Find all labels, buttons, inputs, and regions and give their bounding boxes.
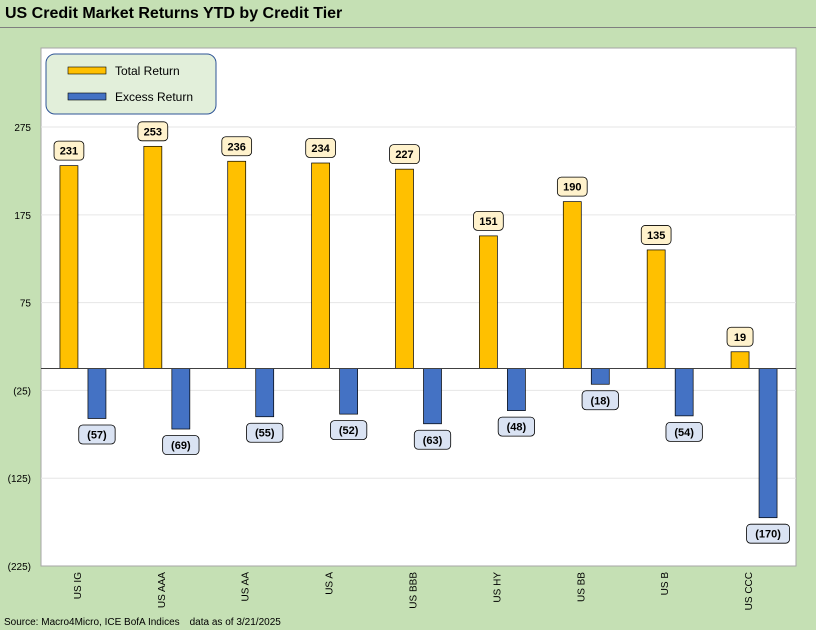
data-label-total-return-box bbox=[389, 144, 420, 165]
data-label-total-return-box bbox=[305, 138, 336, 158]
x-axis-ticks: US IG US AAA US AA US A US BBB US HY US BB US B… bbox=[73, 572, 755, 611]
x-tick-label: US HY bbox=[492, 572, 503, 603]
source-text: Source: Macro4Micro, ICE BofA Indices bbox=[4, 617, 180, 628]
bar-total-return bbox=[143, 145, 163, 369]
data-label-excess-return: (63) bbox=[423, 435, 443, 447]
x-tick-label: US IG bbox=[73, 572, 84, 599]
bar-excess-return bbox=[674, 368, 694, 417]
data-label-total-return: 253 bbox=[144, 126, 162, 138]
y-tick-label: 175 bbox=[14, 211, 31, 222]
x-tick-label: US CCC bbox=[744, 572, 755, 610]
data-label-excess-return-box bbox=[246, 422, 284, 443]
bar-excess-return bbox=[758, 368, 778, 519]
data-label-excess-return-box bbox=[497, 416, 535, 437]
bar-excess-return bbox=[507, 368, 526, 411]
bar-total-return bbox=[479, 235, 498, 369]
chart-title: US Credit Market Returns YTD by Credit T… bbox=[5, 5, 343, 22]
data-label-excess-return-box bbox=[330, 420, 368, 441]
data-label-total-return: 227 bbox=[395, 149, 413, 161]
source-note: Source: Macro4Micro, ICE BofA Indices dat… bbox=[4, 617, 281, 628]
data-label-excess-return: (18) bbox=[590, 395, 610, 407]
data-label-total-return-box bbox=[640, 225, 672, 245]
data-label-excess-return: (52) bbox=[339, 425, 359, 437]
x-tick-label: US AA bbox=[241, 572, 252, 602]
x-tick-label: US BB bbox=[576, 572, 587, 602]
data-label-excess-return: (55) bbox=[255, 428, 275, 440]
data-label-total-return: 19 bbox=[734, 332, 746, 344]
bar-excess-return bbox=[255, 368, 275, 418]
bar-total-return bbox=[227, 160, 247, 369]
bar-total-return bbox=[730, 351, 750, 369]
x-tick-label: US B bbox=[660, 572, 671, 596]
data-label-excess-return: (170) bbox=[755, 529, 781, 541]
title-bar: US Credit Market Returns YTD by Credit T… bbox=[0, 0, 816, 28]
x-tick-label: US BBB bbox=[409, 572, 420, 609]
data-label-total-return-box bbox=[53, 140, 85, 161]
y-tick-label: (225) bbox=[8, 562, 31, 573]
data-labels: 231 (57) 253 (69) 236 (55) 234 (52) 227 (63) 151 (4… bbox=[53, 121, 790, 544]
x-tick-label: US AAA bbox=[157, 572, 168, 608]
legend: Total Return Excess Return bbox=[45, 53, 217, 115]
data-label-total-return-box bbox=[473, 210, 504, 231]
data-label-excess-return: (57) bbox=[87, 430, 107, 442]
data-label-excess-return: (54) bbox=[674, 427, 694, 439]
bar-total-return bbox=[646, 249, 666, 369]
legend-label-total-return: Total Return bbox=[115, 64, 180, 78]
data-label-excess-return-box bbox=[413, 429, 452, 450]
y-tick-label: (125) bbox=[8, 474, 31, 485]
y-tick-label: 75 bbox=[20, 299, 32, 310]
data-label-excess-return-box bbox=[746, 523, 790, 544]
bar-excess-return bbox=[87, 368, 107, 419]
data-label-excess-return-box bbox=[665, 421, 703, 442]
data-label-excess-return-box bbox=[78, 424, 116, 445]
data-label-total-return: 231 bbox=[60, 146, 78, 158]
data-label-total-return: 190 bbox=[563, 182, 581, 194]
gridlines bbox=[41, 126, 796, 479]
bar-total-return bbox=[395, 168, 414, 369]
data-label-total-return: 135 bbox=[647, 230, 665, 242]
data-label-excess-return: (48) bbox=[507, 422, 527, 434]
y-axis-ticks: 275 175 75 (25) (125) (225) bbox=[8, 123, 32, 573]
legend-swatch-excess-return bbox=[67, 92, 107, 101]
bar-total-return bbox=[562, 201, 582, 369]
bar-total-return bbox=[311, 162, 330, 369]
data-label-total-return: 236 bbox=[228, 141, 246, 153]
bar-excess-return bbox=[423, 368, 442, 425]
bar-excess-return bbox=[590, 368, 610, 385]
bar-excess-return bbox=[339, 368, 358, 415]
data-label-total-return-box bbox=[556, 176, 588, 197]
x-tick-label: US A bbox=[325, 572, 336, 595]
legend-swatch-total-return bbox=[67, 66, 107, 75]
data-label-excess-return-box bbox=[581, 390, 619, 411]
data-label-excess-return: (69) bbox=[171, 440, 191, 452]
data-label-total-return: 234 bbox=[311, 143, 330, 155]
bar-excess-return bbox=[171, 368, 191, 430]
legend-label-excess-return: Excess Return bbox=[115, 90, 193, 104]
data-label-total-return-box bbox=[726, 326, 754, 347]
data-label-total-return-box bbox=[221, 136, 253, 157]
data-label-total-return-box bbox=[137, 121, 169, 142]
y-tick-label: (25) bbox=[13, 386, 31, 397]
data-label-excess-return-box bbox=[162, 435, 200, 455]
y-tick-label: 275 bbox=[14, 123, 31, 134]
bars bbox=[59, 145, 778, 519]
as-of-text: data as of 3/21/2025 bbox=[189, 617, 281, 628]
data-label-total-return: 151 bbox=[479, 216, 497, 228]
legend-box bbox=[45, 53, 217, 115]
bar-total-return bbox=[59, 165, 79, 369]
